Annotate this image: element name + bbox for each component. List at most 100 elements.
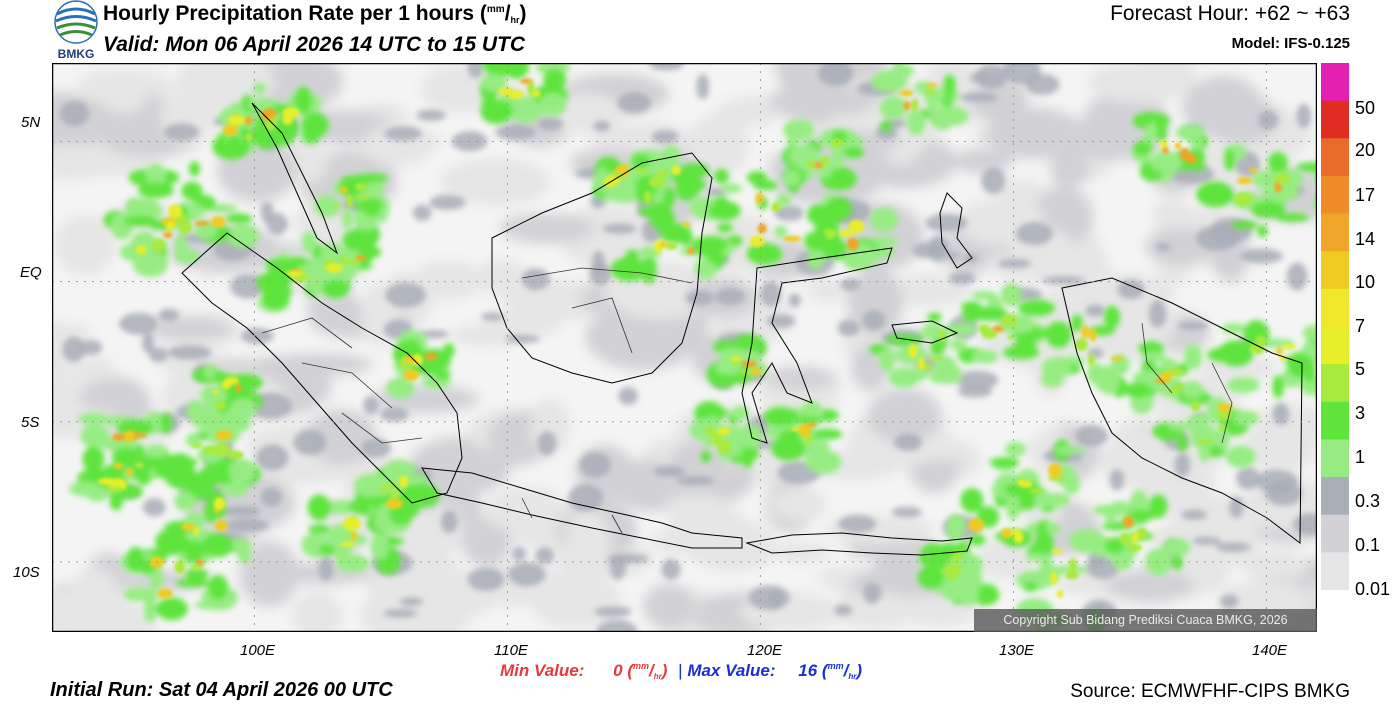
precip-cell [1028,488,1045,494]
precip-cell [1146,122,1158,141]
precip-cell [307,494,331,521]
precip-cell [917,566,945,590]
precip-cell [1126,543,1143,552]
precip-cell [846,237,859,251]
precip-cell [847,268,904,337]
colorbar-label: 7 [1355,316,1366,336]
precip-cell [174,492,197,511]
precip-cell [82,446,105,472]
precip-cell [343,517,361,531]
colorbar-swatch [1321,100,1349,139]
sulawesi-outline [741,247,893,444]
precip-cell [1224,149,1236,172]
precip-cell [1234,192,1253,206]
precip-cell [222,505,261,517]
precip-cell [825,196,852,222]
precip-cell [971,349,999,364]
precip-cell [798,424,812,437]
precip-cell [971,290,998,300]
precip-cell [1286,262,1308,291]
precip-cell [398,475,409,488]
precip-cell [307,287,360,327]
colorbar-swatch [1321,401,1349,440]
precip-cell [697,409,715,419]
precip-cell [1229,496,1244,519]
precip-cell [352,173,389,183]
lat-label-5n: 5N [21,114,41,131]
precip-cell [770,542,831,563]
precip-cell [1159,140,1169,148]
precip-cell [1048,475,1065,482]
precip-cell [325,263,343,273]
precip-cell [143,596,157,623]
precip-cell [1181,509,1208,520]
data-source: Source: ECMWFHF-CIPS BMKG [1070,681,1350,702]
precip-cell [1051,565,1088,575]
precip-cell [1087,353,1095,367]
precip-cell [157,588,173,599]
precip-cell [527,81,535,95]
precipitation-map [0,35,1356,657]
precip-cell [112,433,126,441]
precip-cell [149,567,164,590]
lon-label-140e: 140E [1252,642,1288,659]
precip-cell [59,100,90,127]
precip-cell [235,384,242,393]
precip-cell [142,498,166,517]
precip-cell [442,343,455,359]
precip-cell [1229,449,1250,463]
precip-cell [839,229,853,237]
lon-label-100e: 100E [240,642,276,659]
precip-cell [618,387,638,405]
precip-cell [1132,112,1170,131]
precip-cell [1011,528,1021,535]
precip-cell [521,268,550,291]
precip-cell [188,161,201,177]
precip-cell [204,363,216,380]
precip-cell [1241,550,1308,582]
value-separator: | [678,661,683,680]
precip-cell [167,345,212,360]
precip-cell [320,243,345,261]
precip-cell [579,451,611,478]
precip-cell [730,356,742,362]
colorbar-label: 1 [1355,447,1366,467]
precip-cell [1152,196,1192,237]
lat-label-5s: 5S [21,414,40,431]
precip-cell [227,450,244,460]
colorbar-swatch [1321,138,1349,177]
precip-cell [886,333,923,346]
precip-cell [807,160,815,169]
precip-cell [302,268,338,283]
precip-cell [930,339,943,357]
precip-cell [386,377,415,399]
min-value-unit: (mm/hr) [627,661,668,681]
precip-cell [144,444,169,458]
precip-cell [148,347,168,363]
precip-cell [651,129,679,144]
precip-cell [910,99,919,112]
precip-cell [1137,342,1165,353]
precip-cell [1132,141,1153,156]
precip-cell [259,271,286,297]
precip-cell [686,247,696,255]
precip-cell [1124,382,1151,399]
precip-cell [688,112,750,176]
precip-cell [1071,314,1083,332]
precip-cell [183,539,204,563]
precip-cell [762,406,799,426]
precip-cell [609,554,627,580]
precip-cell [264,118,277,131]
precip-cell [1105,570,1195,603]
precip-cell [741,360,757,368]
precip-cell [931,365,963,378]
precip-cell [506,89,524,99]
precip-cell [1174,141,1182,150]
precip-cell [62,336,86,362]
precip-cell [359,198,384,212]
precip-cell [1054,446,1086,455]
precip-cell [302,231,317,253]
precip-cell [174,560,186,574]
precip-cell [788,293,801,308]
precip-cell [354,194,372,200]
